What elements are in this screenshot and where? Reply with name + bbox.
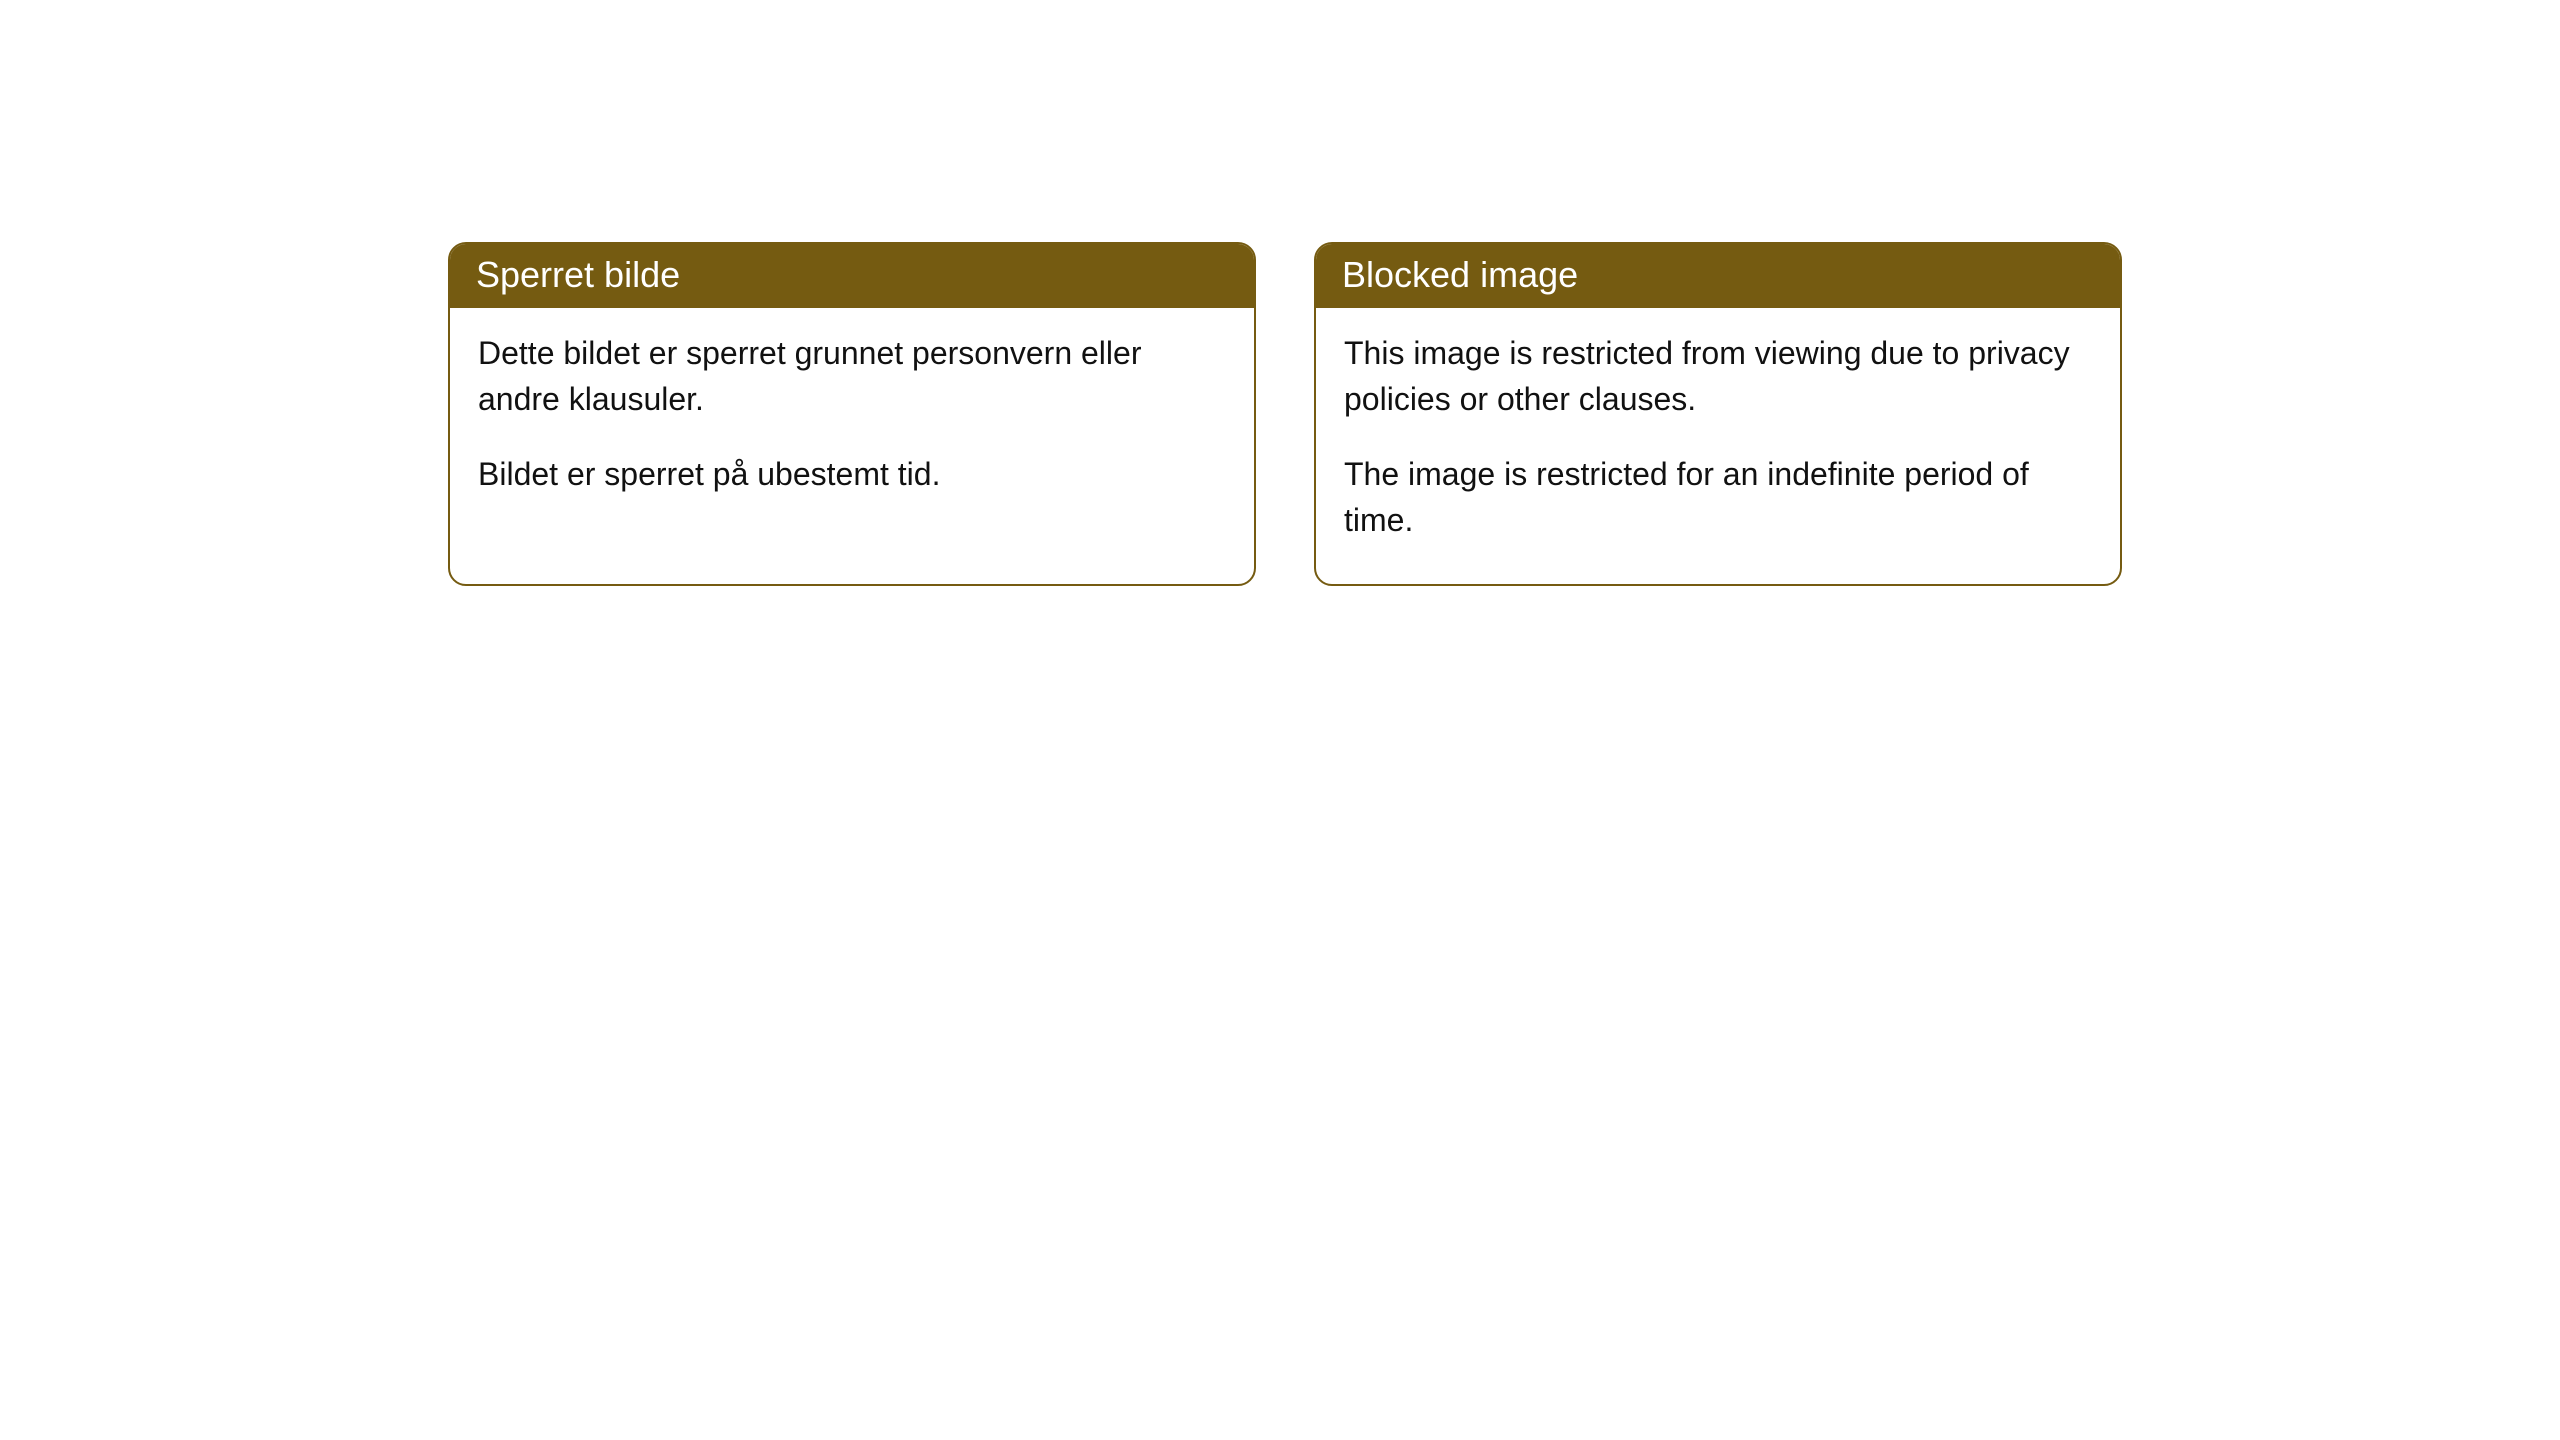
notice-card-english: Blocked image This image is restricted f… — [1314, 242, 2122, 586]
notice-container: Sperret bilde Dette bildet er sperret gr… — [0, 0, 2560, 586]
notice-text-line2: Bildet er sperret på ubestemt tid. — [478, 451, 1226, 497]
notice-card-norwegian: Sperret bilde Dette bildet er sperret gr… — [448, 242, 1256, 586]
notice-text-line1: Dette bildet er sperret grunnet personve… — [478, 330, 1226, 423]
notice-text-line1: This image is restricted from viewing du… — [1344, 330, 2092, 423]
card-header: Sperret bilde — [450, 244, 1254, 308]
notice-text-line2: The image is restricted for an indefinit… — [1344, 451, 2092, 544]
card-header: Blocked image — [1316, 244, 2120, 308]
card-body: This image is restricted from viewing du… — [1316, 308, 2120, 584]
card-body: Dette bildet er sperret grunnet personve… — [450, 308, 1254, 537]
